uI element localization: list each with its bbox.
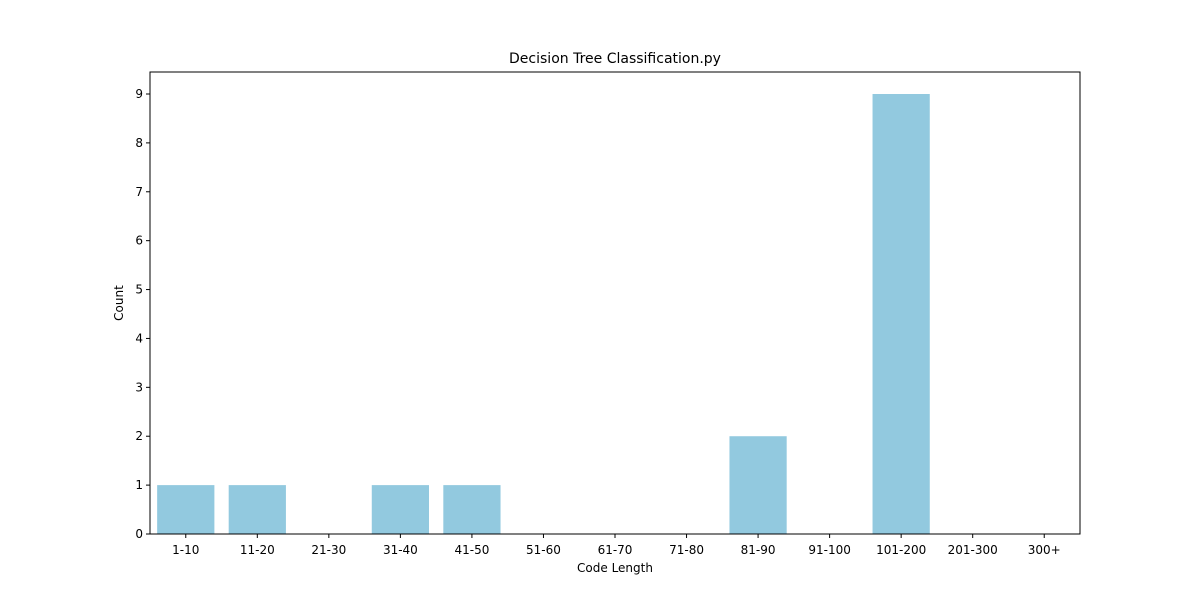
y-tick-label: 6: [135, 234, 143, 248]
bars-group: [157, 94, 930, 534]
x-axis-ticks: 1-10 11-20 21-30 31-40 41-50 51-60 61-70 71-80 8…: [172, 534, 1061, 557]
bar-31-40: [371, 485, 429, 534]
y-tick-label: 7: [135, 185, 143, 199]
x-tick-label: 1-10: [172, 543, 199, 557]
x-tick-label: 300+: [1028, 543, 1061, 557]
x-tick-label: 71-80: [669, 543, 704, 557]
y-tick-label: 9: [135, 87, 143, 101]
y-tick-label: 3: [135, 380, 143, 394]
x-tick-label: 91-100: [808, 543, 851, 557]
x-tick-label: 41-50: [454, 543, 489, 557]
y-tick-label: 0: [135, 527, 143, 541]
x-tick-label: 81-90: [741, 543, 776, 557]
x-tick-label: 31-40: [383, 543, 418, 557]
x-tick-label: 101-200: [876, 543, 926, 557]
x-tick-label: 61-70: [598, 543, 633, 557]
bar-101-200: [872, 94, 930, 534]
y-tick-label: 2: [135, 429, 143, 443]
y-tick-label: 1: [135, 478, 143, 492]
bar-81-90: [729, 436, 787, 534]
x-tick-label: 51-60: [526, 543, 561, 557]
bar-11-20: [228, 485, 286, 534]
plot-frame: [149, 71, 1081, 535]
bar-41-50: [443, 485, 501, 534]
y-tick-label: 4: [135, 331, 143, 345]
x-tick-label: 21-30: [311, 543, 346, 557]
x-tick-label: 11-20: [240, 543, 275, 557]
y-tick-label: 5: [135, 283, 143, 297]
y-axis-ticks: 0 1 2 3 4 5 6 7 8 9: [135, 87, 150, 541]
chart-title: Decision Tree Classification.py: [509, 51, 721, 67]
bar-1-10: [157, 485, 215, 534]
y-tick-label: 8: [135, 136, 143, 150]
x-tick-label: 201-300: [948, 543, 998, 557]
x-axis-label: Code Length: [577, 561, 653, 575]
y-axis-label: Count: [112, 285, 126, 321]
